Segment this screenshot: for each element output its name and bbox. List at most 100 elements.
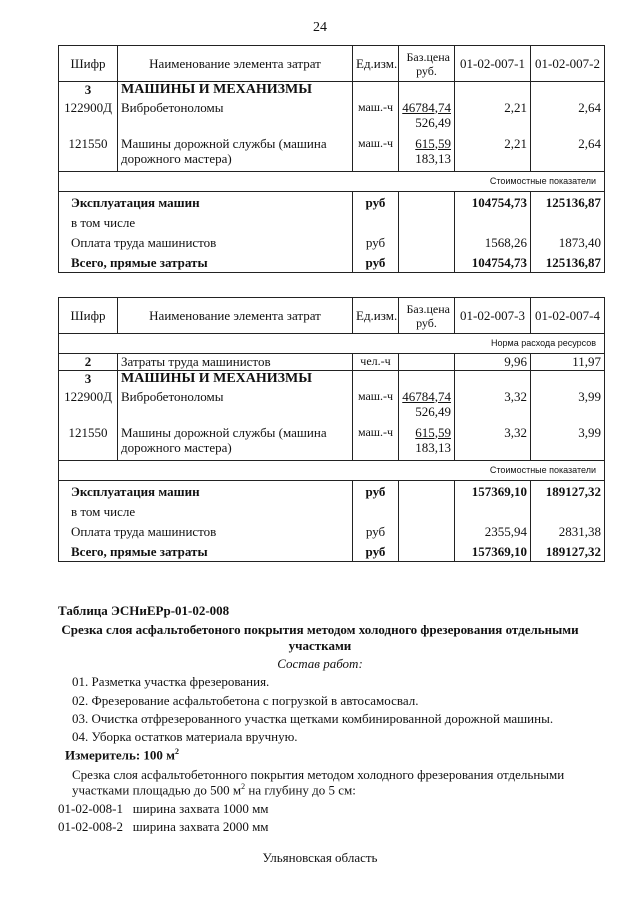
row-price: [398, 541, 455, 562]
row-price: [398, 232, 455, 252]
resource-row: 122900Д Вибробетоноломы маш.-ч 46784,74 526,…: [58, 99, 605, 136]
work-item: 04. Уборка остатков материала вручную.: [72, 729, 298, 744]
code-text: ширина захвата 1000 мм: [132, 801, 269, 816]
row-name: Вибробетоноломы: [117, 388, 353, 425]
total-row: в том числе: [58, 501, 605, 521]
row-price: [398, 212, 455, 232]
row-name: Вибробетоноломы: [117, 99, 353, 136]
price-secondary: 183,13: [415, 150, 451, 166]
measure-sup: 2: [175, 747, 180, 756]
total-name: Эксплуатация машин: [58, 480, 353, 501]
resource-row: 2 Затраты труда машинистов чел.-ч 9,96 11,97: [58, 353, 605, 371]
total-value: 189127,32: [530, 541, 605, 562]
total-name: Всего, прямые затраты: [58, 252, 353, 273]
row-unit: [352, 81, 399, 100]
row-name: Машины дорожной службы (машина дорожного…: [117, 424, 353, 461]
total-row: Оплата труда машинистов руб 1568,26 1873,40: [58, 232, 605, 252]
work-item: 01. Разметка участка фрезерования.: [72, 674, 270, 689]
total-value: 104754,73: [454, 252, 531, 273]
row-price: 615,59 183,13: [398, 424, 455, 461]
row-value: 3,99: [530, 424, 605, 461]
group-name: МАШИНЫ И МЕХАНИЗМЫ: [117, 370, 353, 389]
row-code: 121550: [58, 424, 118, 461]
header-name: Наименование элемента затрат: [117, 297, 353, 334]
total-unit: [352, 212, 399, 232]
code: 01-02-008-2: [58, 819, 123, 834]
total-name: Оплата труда машинистов: [58, 521, 353, 541]
total-value: 125136,87: [530, 252, 605, 273]
row-price: 46784,74 526,49: [398, 99, 455, 136]
row-price: 615,59 183,13: [398, 135, 455, 172]
cost-table-2: Шифр Наименование элемента затрат Ед.изм. Б…: [58, 297, 605, 562]
total-name: Эксплуатация машин: [58, 191, 353, 212]
section-row: Стоимостные показатели: [58, 171, 605, 192]
total-unit: руб: [352, 191, 399, 212]
work-item: 02. Фрезерование асфальтобетона с погруз…: [72, 693, 419, 708]
works-heading: Состав работ:: [277, 656, 363, 671]
header-unit: Ед.изм.: [352, 45, 399, 82]
total-value: [530, 501, 605, 521]
total-unit: руб: [352, 541, 399, 562]
section-title-line2: участками: [288, 638, 352, 653]
table-id: Таблица ЭСНиЕРр-01-02-008: [58, 603, 230, 618]
row-name: Машины дорожной службы (машина дорожного…: [117, 135, 353, 172]
row-unit: [352, 370, 399, 389]
section-title-line1: Срезка слоя асфальтобетоного покрытия ме…: [61, 622, 579, 637]
total-value: [454, 501, 531, 521]
price-value: 46784,74: [402, 388, 451, 404]
total-value: 189127,32: [530, 480, 605, 501]
total-name: Всего, прямые затраты: [58, 541, 353, 562]
total-row: Эксплуатация машин руб 157369,10 189127,32: [58, 480, 605, 501]
total-value: [454, 212, 531, 232]
total-row: Всего, прямые затраты руб 104754,73 125136,…: [58, 252, 605, 273]
header-price-text: Баз.цена руб.: [406, 301, 450, 330]
total-unit: [352, 501, 399, 521]
description-text: участками площадью до 500 м: [72, 782, 242, 798]
header-price-text: Баз.цена руб.: [406, 49, 450, 78]
total-value: [530, 212, 605, 232]
description-line2: участками площадью до 500 м2 на глубину …: [72, 782, 356, 798]
total-row: в том числе: [58, 212, 605, 232]
row-unit: маш.-ч: [352, 135, 399, 172]
total-row: Оплата труда машинистов руб 2355,94 2831,38: [58, 521, 605, 541]
cost-table-1: Шифр Наименование элемента затрат Ед.изм. Б…: [58, 45, 605, 273]
group-name: МАШИНЫ И МЕХАНИЗМЫ: [117, 81, 353, 100]
row-price: 46784,74 526,49: [398, 388, 455, 425]
price-value: 615,59: [415, 135, 451, 151]
code-row: 01-02-008-1 ширина захвата 1000 мм: [58, 801, 269, 817]
description-line1: Срезка слоя асфальтобетонного покрытия м…: [72, 767, 565, 782]
total-value: 104754,73: [454, 191, 531, 212]
row-value: [454, 370, 531, 389]
price-value: 615,59: [415, 424, 451, 440]
total-name: в том числе: [58, 501, 353, 521]
row-price: [398, 480, 455, 501]
header-code: Шифр: [58, 297, 118, 334]
row-code: 121550: [58, 135, 118, 172]
header-unit: Ед.изм.: [352, 297, 399, 334]
row-value: 2,64: [530, 135, 605, 172]
header-col: 01-02-007-2: [530, 45, 605, 82]
total-name: в том числе: [58, 212, 353, 232]
total-unit: руб: [352, 232, 399, 252]
row-code: 2: [58, 353, 118, 371]
row-value: [454, 81, 531, 100]
row-value: 3,32: [454, 424, 531, 461]
total-value: 2355,94: [454, 521, 531, 541]
row-code: 3: [58, 81, 118, 100]
price-secondary: 183,13: [415, 439, 451, 455]
header-name: Наименование элемента затрат: [117, 45, 353, 82]
resource-row: 121550 Машины дорожной службы (машина дор…: [58, 135, 605, 172]
measure-label: Измеритель: 100 м: [65, 747, 176, 763]
work-item: 03. Очистка отфрезерованного участка щет…: [72, 711, 554, 726]
resource-row: 121550 Машины дорожной службы (машина дор…: [58, 424, 605, 461]
total-unit: руб: [352, 480, 399, 501]
row-value: 2,21: [454, 99, 531, 136]
total-unit: руб: [352, 521, 399, 541]
row-price: [398, 521, 455, 541]
row-value: [530, 81, 605, 100]
section-label: Стоимостные показатели: [58, 460, 605, 481]
total-row: Всего, прямые затраты руб 157369,10 189127,…: [58, 541, 605, 562]
total-row: Эксплуатация машин руб 104754,73 125136,87: [58, 191, 605, 212]
section-row: Норма расхода ресурсов: [58, 333, 605, 354]
